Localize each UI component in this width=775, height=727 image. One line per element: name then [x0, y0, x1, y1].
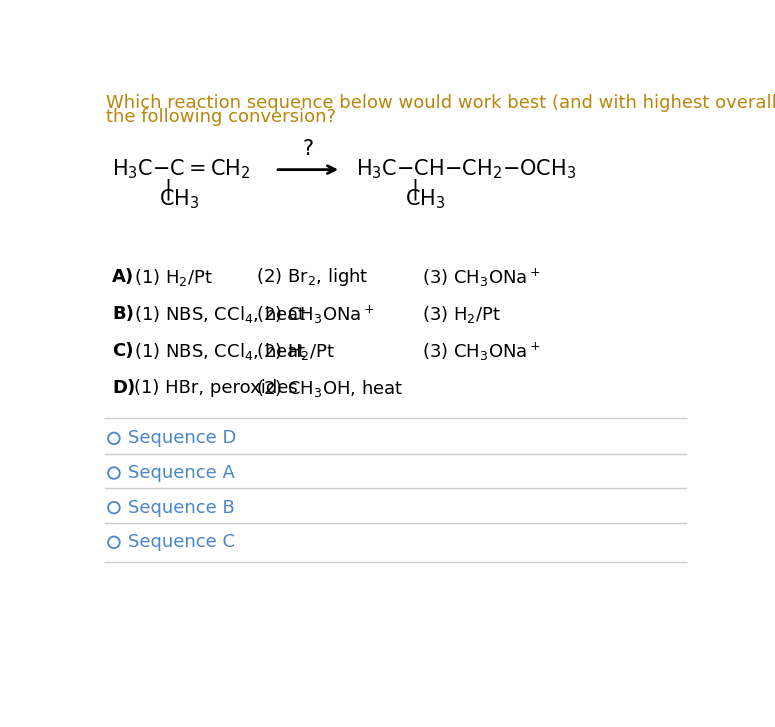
- Text: Sequence D: Sequence D: [128, 430, 236, 447]
- Text: (2) CH$_3$ONa$^+$: (2) CH$_3$ONa$^+$: [256, 303, 374, 326]
- Text: CH$_3$: CH$_3$: [405, 187, 446, 211]
- Text: (3) CH$_3$ONa$^+$: (3) CH$_3$ONa$^+$: [422, 266, 541, 289]
- Text: (3) H$_2$/Pt: (3) H$_2$/Pt: [422, 304, 501, 325]
- Text: B): B): [112, 305, 134, 324]
- Text: H$_3$C$-$C$=$CH$_2$: H$_3$C$-$C$=$CH$_2$: [112, 158, 251, 182]
- Text: (1) HBr, peroxides: (1) HBr, peroxides: [134, 379, 298, 398]
- Text: (1) NBS, CCl$_4$, heat: (1) NBS, CCl$_4$, heat: [134, 304, 306, 325]
- Text: CH$_3$: CH$_3$: [159, 187, 199, 211]
- Text: (1) NBS, CCl$_4$, heat: (1) NBS, CCl$_4$, heat: [134, 341, 306, 362]
- Text: Sequence A: Sequence A: [128, 464, 235, 482]
- Text: C): C): [112, 342, 134, 361]
- Text: D): D): [112, 379, 136, 398]
- Text: |: |: [164, 179, 172, 201]
- Text: ?: ?: [302, 139, 314, 159]
- Text: (2) CH$_3$OH, heat: (2) CH$_3$OH, heat: [256, 378, 403, 399]
- Text: Sequence C: Sequence C: [128, 534, 235, 551]
- Text: H$_3$C$-$CH$-$CH$_2$$-$OCH$_3$: H$_3$C$-$CH$-$CH$_2$$-$OCH$_3$: [356, 158, 577, 182]
- Text: the following conversion?: the following conversion?: [106, 108, 336, 126]
- Text: Sequence B: Sequence B: [128, 499, 235, 517]
- Text: (2) Br$_2$, light: (2) Br$_2$, light: [256, 266, 368, 289]
- Text: Which reaction sequence below would work best (and with highest overall yield) i: Which reaction sequence below would work…: [106, 95, 775, 112]
- Text: (3) CH$_3$ONa$^+$: (3) CH$_3$ONa$^+$: [422, 340, 541, 363]
- Text: (1) H$_2$/Pt: (1) H$_2$/Pt: [134, 267, 213, 288]
- Text: (2) H$_2$/Pt: (2) H$_2$/Pt: [256, 341, 335, 362]
- Text: A): A): [112, 268, 135, 286]
- Text: |: |: [411, 179, 418, 201]
